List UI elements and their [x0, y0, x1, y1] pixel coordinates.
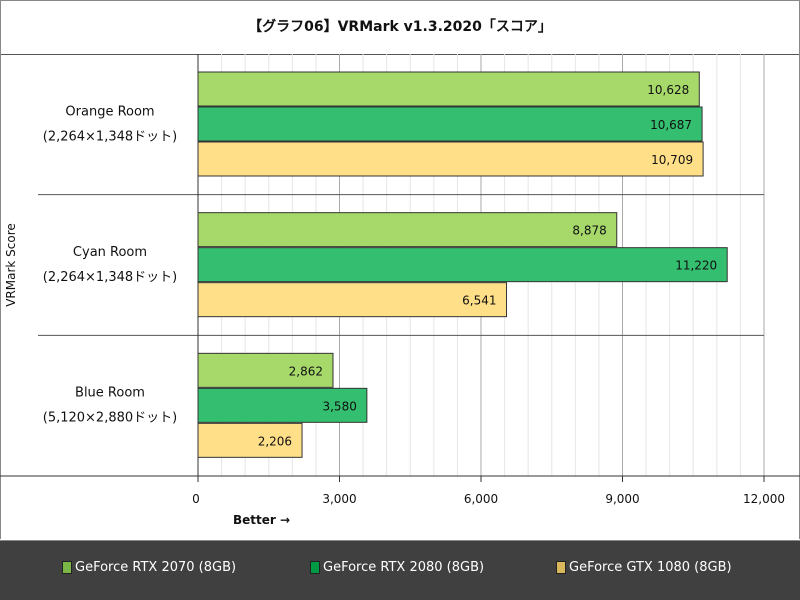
data-label: 10,628 [647, 83, 689, 97]
legend-item: GeForce RTX 2070 (8GB) [62, 560, 236, 575]
data-label: 2,206 [258, 434, 292, 448]
bar [197, 141, 704, 177]
data-label: 11,220 [675, 259, 717, 273]
category-sublabel: (2,264×1,348ドット) [43, 270, 177, 285]
plot: Orange Room (2,264×1,348ドット) 10,628 10,687 1… [0, 54, 800, 527]
bar [197, 352, 334, 388]
x-tick-label: 12,000 [743, 492, 785, 506]
x-tick-label: 3,000 [322, 492, 356, 506]
bar [197, 106, 703, 142]
x-tick-label: 0 [192, 492, 200, 506]
legend-label: GeForce RTX 2080 (8GB) [323, 560, 485, 575]
category-label: Orange Room [65, 104, 154, 119]
bar [197, 282, 508, 318]
legend-label: GeForce GTX 1080 (8GB) [569, 560, 732, 575]
bar [197, 422, 303, 458]
category-sublabel: (5,120×2,880ドット) [43, 411, 177, 426]
legend-item: GeForce GTX 1080 (8GB) [556, 560, 732, 575]
bar [197, 71, 700, 107]
data-label: 3,580 [322, 399, 356, 413]
x-axis-label: Better → [233, 513, 290, 527]
data-label: 2,862 [289, 364, 323, 378]
legend-label: GeForce RTX 2070 (8GB) [75, 560, 237, 575]
legend-item: GeForce RTX 2080 (8GB) [310, 560, 484, 575]
category-label: Blue Room [75, 386, 145, 401]
legend-swatch [310, 561, 320, 574]
bar [197, 212, 618, 248]
x-tick-label: 6,000 [464, 492, 498, 506]
legend-swatch [556, 561, 566, 574]
category-label: Cyan Room [73, 245, 147, 260]
x-tick-label: 9,000 [605, 492, 639, 506]
legend: GeForce RTX 2070 (8GB) GeForce RTX 2080 … [0, 540, 800, 600]
data-label: 10,687 [650, 118, 692, 132]
data-label: 8,878 [572, 224, 606, 238]
data-label: 6,541 [462, 294, 496, 308]
bar [197, 247, 728, 283]
y-axis-label: VRMark Score [4, 223, 18, 307]
legend-swatch [62, 561, 72, 574]
bar [197, 387, 368, 423]
data-label: 10,709 [651, 153, 693, 167]
category-sublabel: (2,264×1,348ドット) [43, 129, 177, 144]
